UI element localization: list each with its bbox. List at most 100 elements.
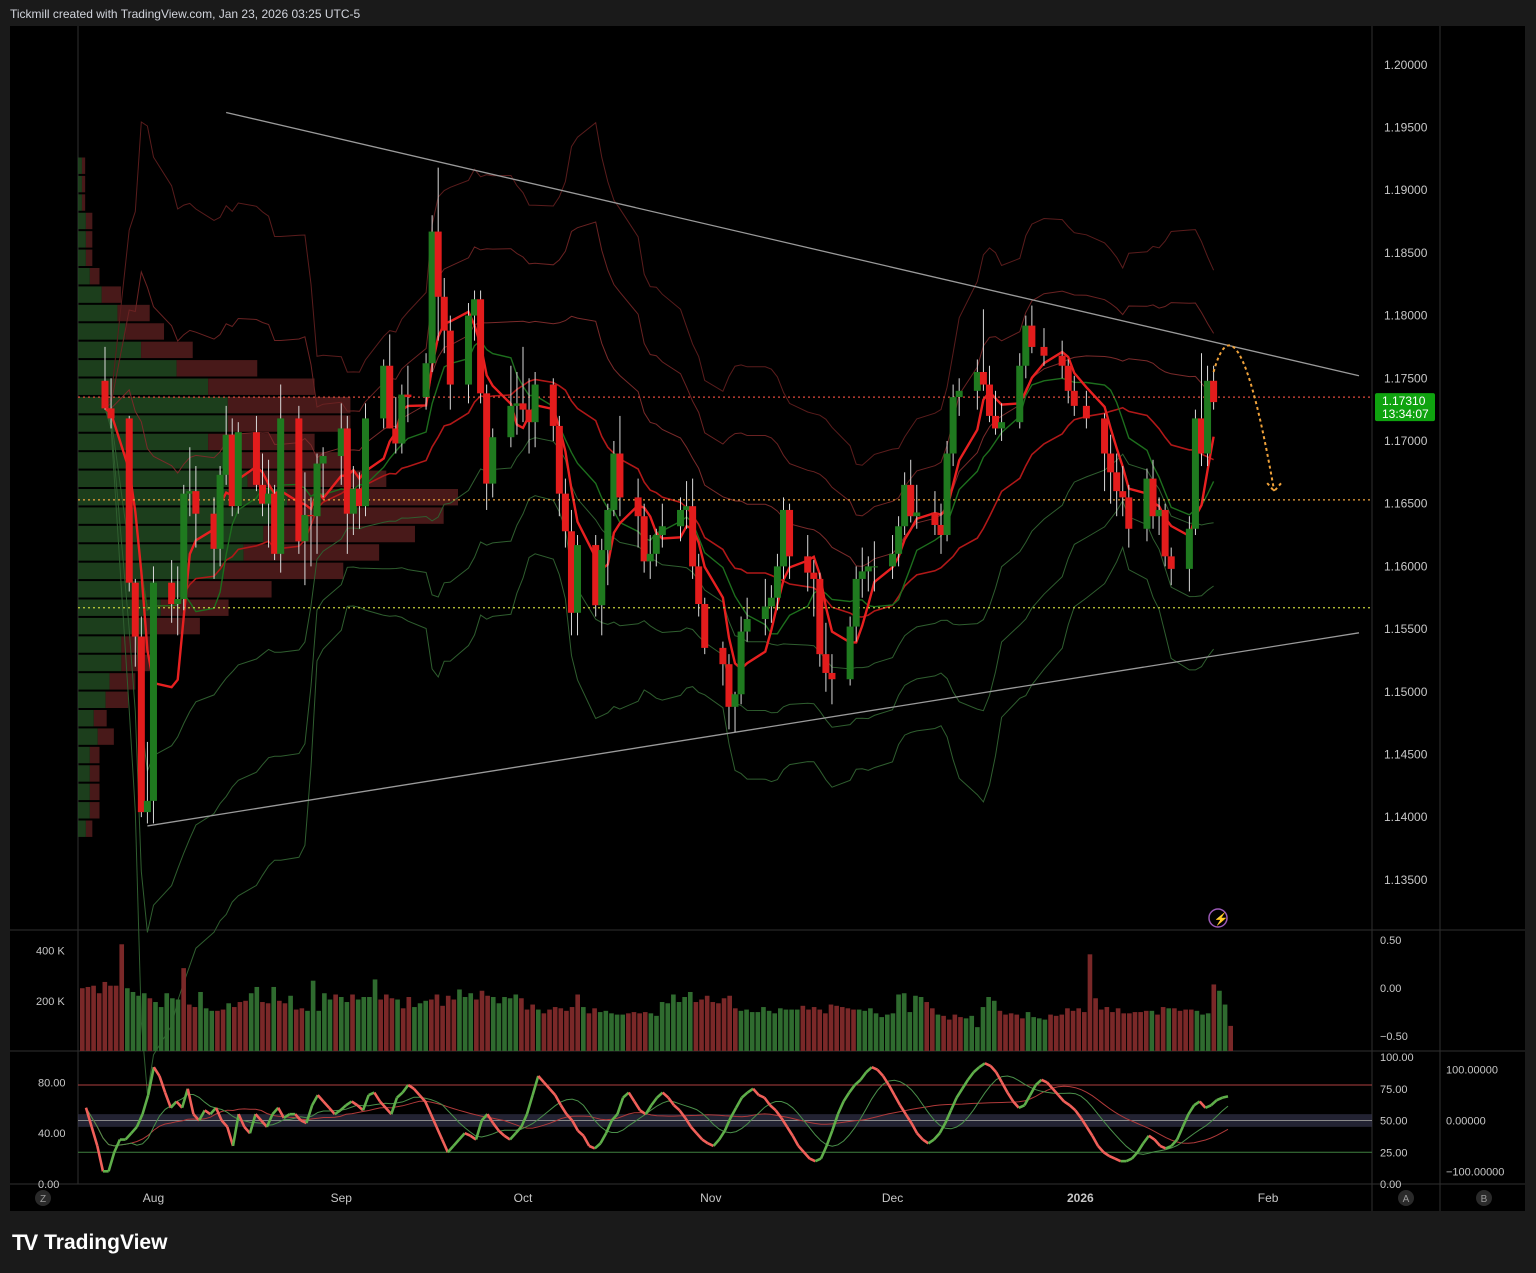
volume-bar-up — [158, 1007, 164, 1051]
volume-bar-down — [1172, 1008, 1177, 1051]
volume-profile-bar-down — [89, 765, 100, 782]
candle-bull — [349, 488, 357, 514]
volume-bar-down — [333, 994, 338, 1051]
volume-bar-down — [186, 1004, 192, 1051]
volume-bar-up — [513, 994, 519, 1051]
volume-bar-up — [879, 1017, 884, 1051]
volume-profile-bar-down — [89, 746, 100, 764]
volume-bar-up — [991, 1000, 997, 1051]
oscillator-line-segment — [345, 1100, 353, 1107]
volume-profile-bar-down — [263, 525, 415, 543]
volume-bar-up — [327, 999, 333, 1051]
volume-bar-down — [806, 1009, 811, 1051]
volume-bar-down — [451, 999, 457, 1051]
volume-bar-up — [884, 1014, 890, 1051]
oscillator-line-segment — [1006, 1091, 1015, 1103]
volume-profile-bar-down — [81, 175, 86, 193]
oscillator-line-segment — [113, 1139, 122, 1153]
candle-bear — [1197, 418, 1205, 454]
oscillator-line-segment — [440, 1139, 450, 1153]
volume-profile-bar-up — [78, 636, 122, 653]
candle-bear — [985, 384, 993, 416]
candle-bear — [1167, 556, 1175, 569]
volume-bar-down — [699, 999, 704, 1051]
oscillator-line-segment — [311, 1094, 319, 1106]
volume-bar-up — [671, 994, 676, 1051]
volume-bar-down — [1188, 1009, 1194, 1051]
oscillator-tick-right: 0.00 — [1380, 1179, 1401, 1191]
volume-bar-down — [828, 1004, 834, 1051]
oscillator-line-segment — [458, 1132, 466, 1141]
volume-profile-bar-up — [78, 433, 209, 451]
oscillator-line-segment — [503, 1134, 511, 1141]
volume-tick-label: 200 K — [36, 996, 65, 1008]
oscillator-line-segment — [1108, 1154, 1116, 1160]
volume-bar-down — [119, 944, 125, 1051]
oscillator-line-segment — [135, 1113, 144, 1128]
volume-bar-down — [1115, 1008, 1121, 1051]
oscillator-line-segment — [1102, 1151, 1111, 1158]
volume-bar-down — [845, 1008, 851, 1051]
oscillator-line-segment — [525, 1094, 534, 1115]
volume-profile-bar-up — [78, 175, 82, 193]
oscillator-line-segment — [1040, 1078, 1048, 1084]
tradingview-brand: TV TradingView — [12, 1230, 167, 1256]
oscillator-line-segment — [848, 1084, 856, 1094]
candle-bull — [471, 299, 479, 316]
oscillator-line-segment — [96, 1145, 105, 1172]
volume-bar-down — [834, 1005, 839, 1051]
volume-bar-down — [727, 995, 732, 1051]
volume-profile-bar-up — [78, 157, 82, 174]
oscillator-line-segment — [1222, 1095, 1229, 1099]
oscillator-line-segment — [328, 1106, 336, 1116]
trendline — [226, 111, 1360, 377]
oscillator-tick-right: 50.00 — [1380, 1116, 1408, 1128]
oscillator-line-segment — [576, 1129, 585, 1137]
volume-bar-down — [80, 988, 85, 1051]
x-tick-label: Feb — [1258, 1191, 1279, 1205]
volume-bar-up — [676, 1002, 682, 1051]
oscillator-line-segment — [226, 1126, 235, 1147]
candle-bear — [907, 484, 915, 517]
oscillator-line-segment — [1034, 1078, 1043, 1086]
oscillator-line-segment — [972, 1066, 981, 1074]
volume-bar-down — [1003, 1014, 1008, 1051]
volume-bar-down — [1138, 1012, 1143, 1051]
candle-bear — [616, 453, 624, 498]
volume-profile-bar-down — [125, 323, 165, 340]
oscillator-signal-fast — [85, 1075, 1229, 1155]
oscillator-line-segment — [1193, 1100, 1201, 1107]
candle-bull — [464, 315, 472, 385]
volume-bar-down — [626, 1013, 631, 1051]
log-scale-button[interactable] — [1476, 1190, 1492, 1206]
oscillator-line-segment — [90, 1126, 99, 1147]
candle-bear — [271, 493, 279, 554]
chart-canvas[interactable]: 1.20000 1.19500 1.19000 1.18500 1.18000 1.175… — [10, 26, 1525, 1211]
oscillator-line-segment — [949, 1097, 958, 1111]
oscillator-line-segment — [480, 1113, 489, 1122]
oscillator-line-segment — [893, 1094, 902, 1106]
volume-bar-up — [907, 1012, 913, 1051]
volume-profile-bar-up — [78, 691, 106, 708]
candle-bear — [1058, 355, 1066, 366]
volume-bar-down — [958, 1017, 963, 1051]
volume-bar-down — [1008, 1013, 1014, 1051]
volume-profile-bar-down — [89, 268, 100, 285]
oscillator-line-segment — [424, 1100, 433, 1115]
candle-bear — [392, 428, 400, 444]
candle-bull — [901, 484, 909, 527]
candle-bull — [737, 631, 745, 695]
chart-frame[interactable]: 1.20000 1.19500 1.19000 1.18500 1.18000 1.175… — [10, 26, 1525, 1211]
zoom-button[interactable] — [35, 1190, 51, 1206]
volume-bar-up — [361, 997, 367, 1051]
oscillator-line-segment — [429, 1113, 438, 1128]
volume-bar-down — [1014, 1014, 1020, 1051]
oscillator-line-segment — [707, 1142, 715, 1148]
auto-scale-button[interactable] — [1398, 1190, 1414, 1206]
oscillator-line-segment — [746, 1087, 754, 1094]
oscillator-line-segment — [1046, 1081, 1054, 1090]
oscillator-line-segment — [1198, 1100, 1207, 1109]
candle-bear — [786, 509, 794, 557]
volume-bar-down — [941, 1015, 946, 1051]
candle-bear — [816, 578, 824, 655]
